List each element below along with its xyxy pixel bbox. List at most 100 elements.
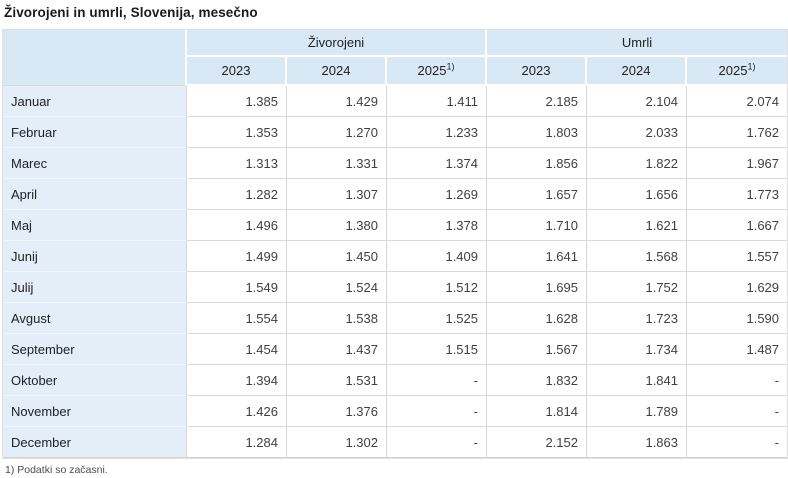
value-cell: 2.104 [587,86,688,117]
month-cell: Avgust [3,303,187,334]
value-cell: 1.374 [387,148,488,179]
value-cell: 1.524 [287,272,387,303]
table-row: April 1.282 1.307 1.269 1.657 1.656 1.77… [3,179,788,210]
value-cell: 1.302 [287,427,387,458]
year-label: 2025 [718,63,748,78]
year-header-cell: 20251) [687,57,788,86]
value-cell: 1.487 [687,334,788,365]
year-header-cell: 2024 [287,57,387,86]
month-cell: Maj [3,210,187,241]
value-cell: 1.762 [687,117,788,148]
table-row: Junij 1.499 1.450 1.409 1.641 1.568 1.55… [3,241,788,272]
table-row: Maj 1.496 1.380 1.378 1.710 1.621 1.667 [3,210,788,241]
value-cell: 1.353 [187,117,287,148]
year-header-row: 2023 2024 20251) 2023 2024 20251) [3,57,788,86]
month-cell: Februar [3,117,187,148]
table-row: Oktober 1.394 1.531 - 1.832 1.841 - [3,365,788,396]
value-cell: 1.557 [687,241,788,272]
table-row: September 1.454 1.437 1.515 1.567 1.734 … [3,334,788,365]
value-cell: 1.814 [487,396,588,427]
value-cell: 1.270 [287,117,387,148]
year-label: 2024 [321,63,351,78]
year-label: 2023 [221,63,251,78]
value-cell: 1.554 [187,303,287,334]
month-cell: November [3,396,187,427]
group-header-row: Živorojeni Umrli [3,30,788,86]
value-cell: 1.376 [287,396,387,427]
value-cell: 1.313 [187,148,287,179]
value-cell: 1.454 [187,334,287,365]
value-cell: - [387,365,488,396]
month-cell: Oktober [3,365,187,396]
month-cell: April [3,179,187,210]
year-label: 2023 [521,63,551,78]
value-cell: 1.628 [487,303,588,334]
month-cell: December [3,427,187,458]
value-cell: 1.515 [387,334,488,365]
year-header-cell: 2024 [587,57,688,86]
value-cell: 1.531 [287,365,387,396]
table-row: Julij 1.549 1.524 1.512 1.695 1.752 1.62… [3,272,788,303]
month-cell: Januar [3,86,187,117]
value-cell: 1.822 [587,148,688,179]
value-cell: 1.378 [387,210,488,241]
value-cell: 1.832 [487,365,588,396]
table-header: Živorojeni Umrli 2023 2024 20251) 2023 2… [3,30,788,86]
value-cell: 2.033 [587,117,688,148]
value-cell: 1.282 [187,179,287,210]
value-cell: - [387,427,488,458]
value-cell: 1.656 [587,179,688,210]
births-deaths-table: Živorojeni Umrli 2023 2024 20251) 2023 2… [2,29,788,459]
value-cell: 1.429 [287,86,387,117]
year-header-cell: 20251) [387,57,488,86]
value-cell: 1.621 [587,210,688,241]
stub-header-cell [3,30,187,86]
footnote-marker: 1) [747,61,756,72]
value-cell: 1.409 [387,241,488,272]
value-cell: 1.496 [187,210,287,241]
table-body: Januar 1.385 1.429 1.411 2.185 2.104 2.0… [3,86,788,458]
month-cell: Marec [3,148,187,179]
value-cell: 1.307 [287,179,387,210]
value-cell: 1.734 [587,334,688,365]
table-row: November 1.426 1.376 - 1.814 1.789 - [3,396,788,427]
value-cell: 1.789 [587,396,688,427]
value-cell: 1.331 [287,148,387,179]
value-cell: 2.185 [487,86,588,117]
year-header-cell: 2023 [187,57,287,86]
table-row: Februar 1.353 1.270 1.233 1.803 2.033 1.… [3,117,788,148]
value-cell: 1.549 [187,272,287,303]
value-cell: 1.773 [687,179,788,210]
footnote-marker: 1) [446,61,455,72]
value-cell: 2.074 [687,86,788,117]
value-cell: 1.499 [187,241,287,272]
value-cell: 1.426 [187,396,287,427]
table-row: Avgust 1.554 1.538 1.525 1.628 1.723 1.5… [3,303,788,334]
table-row: Januar 1.385 1.429 1.411 2.185 2.104 2.0… [3,86,788,117]
value-cell: 1.629 [687,272,788,303]
value-cell: - [687,396,788,427]
month-cell: Julij [3,272,187,303]
value-cell: 1.667 [687,210,788,241]
group-header-umrli: Umrli [487,30,788,57]
value-cell: 1.841 [587,365,688,396]
value-cell: 1.856 [487,148,588,179]
value-cell: 1.525 [387,303,488,334]
value-cell: 1.394 [187,365,287,396]
value-cell: 1.695 [487,272,588,303]
value-cell: 2.152 [487,427,588,458]
value-cell: - [387,396,488,427]
value-cell: 1.803 [487,117,588,148]
value-cell: 1.590 [687,303,788,334]
value-cell: 1.967 [687,148,788,179]
value-cell: 1.385 [187,86,287,117]
month-cell: Junij [3,241,187,272]
year-header-cell: 2023 [487,57,588,86]
value-cell: - [687,365,788,396]
value-cell: 1.233 [387,117,488,148]
table-row: Marec 1.313 1.331 1.374 1.856 1.822 1.96… [3,148,788,179]
value-cell: 1.710 [487,210,588,241]
year-label: 2024 [621,63,651,78]
value-cell: 1.863 [587,427,688,458]
